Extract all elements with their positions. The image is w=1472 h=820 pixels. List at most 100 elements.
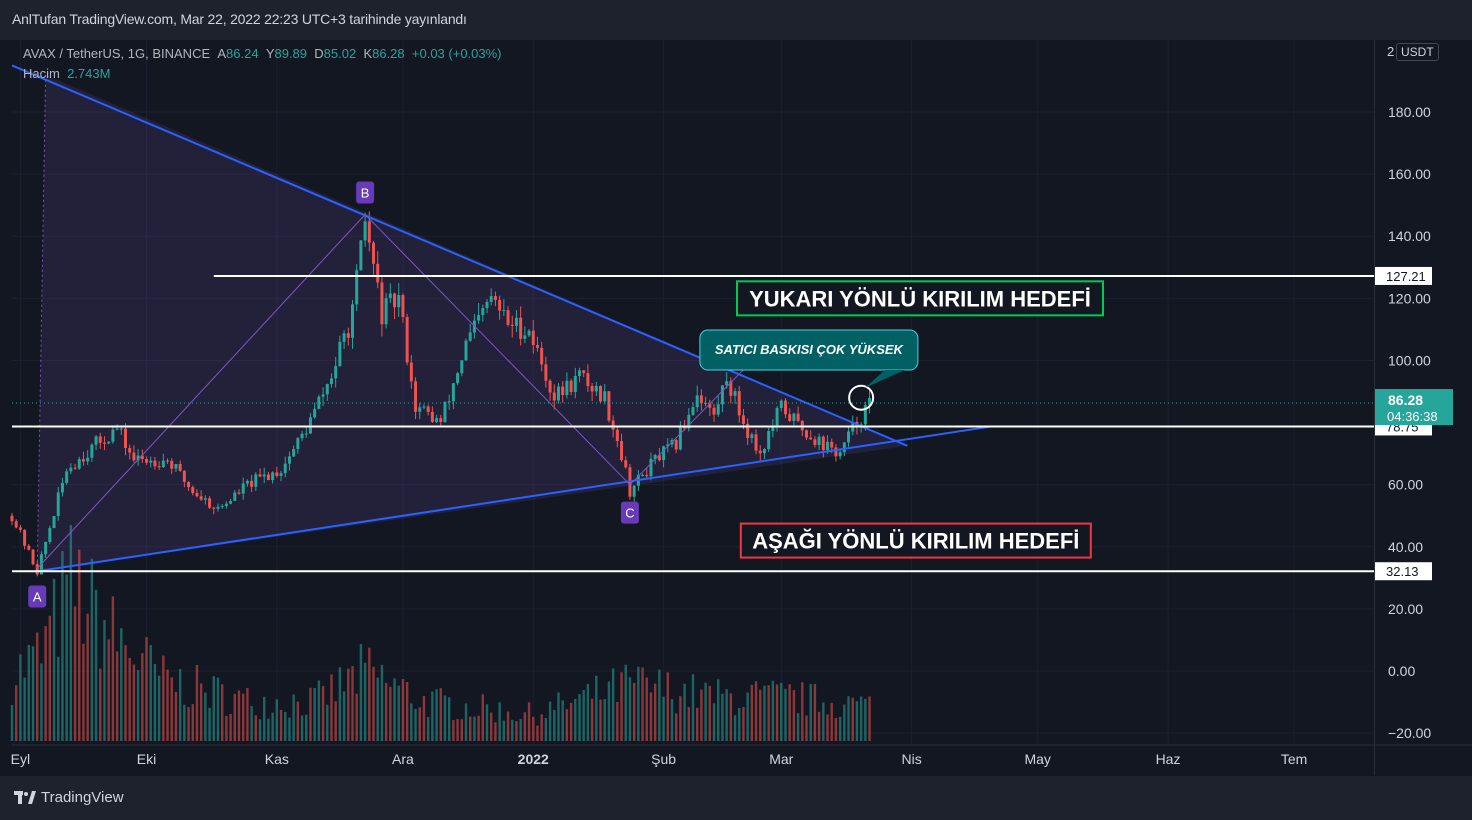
candle-body (481, 308, 485, 316)
volume-bar (422, 695, 426, 741)
volume-bar (624, 664, 627, 741)
volume-bar (864, 698, 867, 741)
candle-body (48, 528, 52, 542)
volume-bar (376, 677, 379, 741)
candle-body (73, 467, 77, 469)
currency-selector[interactable]: USDT (1396, 43, 1439, 61)
volume-bar (569, 702, 573, 741)
candle-body (170, 460, 174, 469)
candle-body (161, 460, 165, 468)
candle-body (409, 362, 413, 382)
volume-bar (149, 645, 152, 741)
candle-body (342, 333, 346, 342)
candle-body (691, 407, 695, 415)
level-label: 32.13 (1386, 564, 1419, 579)
x-tick-label: May (1024, 751, 1050, 767)
volume-legend[interactable]: Hacim 2.743M (23, 66, 110, 81)
x-tick-label: Mar (769, 751, 793, 767)
volume-label: Hacim (23, 66, 60, 81)
candle-body (363, 221, 367, 241)
y-tick-label: 20.00 (1388, 601, 1423, 617)
volume-bar (321, 685, 325, 741)
candle-body (603, 391, 607, 402)
candle-body (456, 373, 460, 384)
candle-body (468, 332, 472, 341)
candle-body (283, 463, 287, 474)
volume-bar (805, 715, 808, 741)
downside-target-box (739, 522, 1092, 559)
y-tick-label: 140.00 (1388, 228, 1431, 244)
candle-body (271, 472, 275, 481)
candle-body (805, 430, 808, 438)
volume-bar (637, 666, 640, 741)
candle-body (834, 447, 838, 457)
candle-body (687, 414, 691, 429)
candle-body (65, 471, 69, 483)
volume-bar (473, 716, 476, 741)
candle-body (233, 492, 237, 502)
candle-body (729, 381, 733, 396)
candle-body (624, 460, 628, 468)
callout-pointer (865, 370, 905, 388)
candle-body (308, 417, 312, 434)
pattern-label-b-bg (356, 181, 375, 204)
volume-bar (481, 694, 485, 741)
candle-body (90, 444, 94, 458)
candle-body (792, 413, 796, 421)
candle-body (153, 460, 157, 467)
brand-name: TradingView (41, 789, 124, 806)
volume-bar (628, 677, 632, 741)
candle-body (767, 430, 771, 450)
candle-body (414, 381, 418, 412)
candle-body (212, 507, 216, 509)
candle-body (355, 270, 359, 305)
volume-bar (271, 712, 274, 741)
candle-body (796, 413, 800, 421)
candle-body (313, 408, 317, 418)
volume-bar (616, 702, 619, 741)
x-tick-label: Ara (392, 751, 414, 767)
candle-body (178, 464, 182, 471)
volume-bar (868, 696, 871, 741)
x-tick-label: Nis (901, 751, 921, 767)
volume-bar (460, 719, 463, 741)
countdown-label: 04:36:38 (1387, 409, 1438, 424)
candle-body (380, 282, 384, 325)
volume-bar (523, 712, 527, 741)
candle-body (683, 427, 687, 429)
candle-body (166, 460, 170, 462)
candle-body (98, 436, 102, 443)
candle-body (578, 370, 581, 376)
pattern-label-c: C (625, 506, 634, 521)
volume-bar (721, 693, 724, 741)
candle-body (224, 503, 228, 507)
volume-bar (683, 683, 686, 741)
candle-body (556, 386, 560, 401)
candle-body (372, 242, 376, 264)
volume-bar (742, 707, 745, 741)
candle-body (258, 474, 262, 477)
candle-body (762, 449, 766, 454)
volume-bar (170, 677, 173, 741)
volume-bar (750, 684, 754, 741)
volume-bar (254, 715, 258, 741)
candle-body (498, 299, 502, 311)
volume-bar (187, 707, 190, 741)
volume-bar (313, 688, 316, 741)
y-tick-label: 180.00 (1388, 104, 1431, 120)
volume-bar (759, 689, 762, 741)
candle-body (645, 475, 649, 477)
candle-body (296, 438, 300, 450)
volume-bar (851, 697, 854, 741)
volume-bar (485, 704, 489, 741)
candle-body (14, 521, 18, 528)
candle-body (145, 458, 149, 463)
volume-bar (645, 677, 648, 741)
candle-body (632, 485, 636, 497)
symbol-legend[interactable]: AVAX / TetherUS, 1G, BINANCE A86.24 Y89.… (23, 46, 502, 61)
brand[interactable]: TradingView (14, 789, 124, 806)
volume-bar (666, 672, 669, 741)
volume-bar (229, 713, 232, 741)
volume-bar (435, 689, 438, 741)
volume-bar (532, 716, 535, 741)
